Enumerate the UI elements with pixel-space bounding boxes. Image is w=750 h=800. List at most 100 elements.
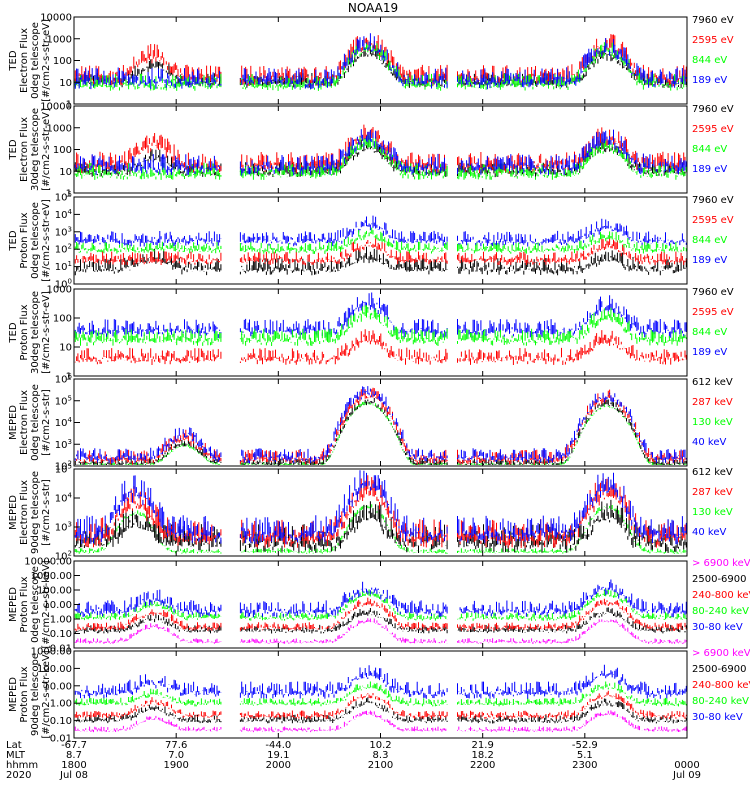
legend-entry: 130 keV <box>692 417 733 428</box>
legend-entry: 240-800 keV <box>692 680 750 691</box>
y-tick-label: 1 <box>66 100 72 111</box>
footer-value: 21.9 <box>472 740 494 751</box>
y-label-line: [#/cm2-s-str-keV] <box>41 560 52 648</box>
y-tick-label: 105 <box>55 463 72 476</box>
y-tick-label: 1000 <box>47 123 72 134</box>
y-tick-label: 1000 <box>47 34 72 45</box>
panel-frame <box>73 378 688 467</box>
y-tick-label: 10.00 <box>43 600 72 611</box>
footer-value: 2100 <box>368 760 393 771</box>
series-1-panel-4 <box>73 329 687 365</box>
legend-entry: 240-800 keV <box>692 590 750 601</box>
legend-entry: 189 eV <box>692 347 727 358</box>
footer-value: Jul 08 <box>59 770 88 781</box>
y-tick-label: 101 <box>55 260 72 273</box>
y-label-line: MEPED <box>8 587 19 622</box>
panel-1: 10000 1000 100 10 1 TED Electron Flux 0deg tele… <box>8 13 734 111</box>
legend-entry: 189 eV <box>692 255 727 266</box>
series-2-panel-2 <box>73 124 687 174</box>
legend-entry: 40 keV <box>692 527 726 538</box>
footer-row-label: 2020 <box>6 770 31 781</box>
y-tick-label: 104 <box>55 208 73 221</box>
footer-value: 2000 <box>266 760 291 771</box>
legend-entry: > 6900 keV <box>692 558 750 569</box>
footer-row-label: hhmm <box>6 760 38 771</box>
series-trace <box>73 227 687 254</box>
y-label-line: 90deg telescope <box>30 653 41 736</box>
y-tick-label: 100 <box>53 56 72 67</box>
legend-entry: 7960 eV <box>692 287 734 298</box>
y-label-line: MEPED <box>8 495 19 530</box>
legend-entry: 2500-6900 <box>692 574 747 585</box>
footer-value: -52.9 <box>572 740 598 751</box>
footer-value: 0000 <box>674 760 699 771</box>
y-tick-label: 10000 <box>40 13 72 24</box>
series-trace <box>73 387 687 465</box>
y-tick-label: 100 <box>53 145 72 156</box>
y-tick-label: 1000.00 <box>31 571 72 582</box>
footer-value: 1900 <box>163 760 188 771</box>
y-tick-label: 105 <box>55 394 72 407</box>
series-trace <box>73 697 687 724</box>
footer-value: 2200 <box>470 760 495 771</box>
footer-value: 5.1 <box>577 750 593 761</box>
y-label-line: TED <box>8 322 19 343</box>
legend-entry: 2595 eV <box>692 35 734 46</box>
series-2-panel-5 <box>73 398 687 465</box>
y-label-line: 30deg telescope <box>30 291 41 374</box>
y-label-line: [#/cm2-s-str-keV] <box>41 650 52 738</box>
legend-entry: 7960 eV <box>692 15 734 26</box>
figure-title: NOAA19 <box>348 1 398 15</box>
y-tick-label: 0.01 <box>50 734 72 745</box>
y-label-line: Electron Flux <box>19 390 30 455</box>
series-2-panel-3 <box>74 238 687 266</box>
y-label-line: 30deg telescope <box>30 108 41 191</box>
series-4-panel-3 <box>73 227 687 254</box>
y-tick-label: 105 <box>55 191 72 204</box>
y-label-line: Proton Flux <box>19 212 30 268</box>
y-label-line: TED <box>8 230 19 251</box>
y-tick-label: 103 <box>55 225 72 238</box>
y-label-line: MEPED <box>8 677 19 712</box>
series-trace <box>73 475 687 548</box>
legend-entry: 844 eV <box>692 144 727 155</box>
series-trace <box>74 607 687 634</box>
y-axis-label: MEPED Electron Flux 90deg telescope [#/cm2-… <box>8 471 52 554</box>
y-tick-label: 1 <box>66 189 72 200</box>
series-3-panel-3 <box>74 215 687 247</box>
legend-entry: 189 eV <box>692 75 727 86</box>
y-label-line: [#/cm2-s-str] <box>41 389 52 456</box>
series-trace <box>73 329 687 365</box>
y-tick-label: 104 <box>55 416 73 429</box>
series-2-panel-8 <box>73 697 687 724</box>
y-label-line: Electron Flux <box>19 117 30 182</box>
y-tick-label: 10000.00 <box>24 557 72 568</box>
panel-4: 1000 100 10 1 TED Proton Flux 30deg telescope[… <box>8 285 734 383</box>
legend-entry: 189 eV <box>692 164 727 175</box>
y-tick-label: 100 <box>53 314 72 325</box>
legend-entry: 80-240 keV <box>692 606 749 617</box>
series-trace <box>73 398 687 465</box>
footer-value: -44.0 <box>265 740 291 751</box>
y-axis-label: MEPED Proton Flux 90deg telescope [#/cm2-s-… <box>8 650 52 738</box>
y-tick-label: 1.00 <box>50 615 72 626</box>
series-trace <box>74 238 687 266</box>
legend-entry: 612 keV <box>692 467 733 478</box>
y-axis-label: MEPED Electron Flux 0deg telescope [#/cm2-s… <box>8 384 52 461</box>
footer-value: 19.1 <box>267 750 289 761</box>
y-tick-label: 10.00 <box>43 681 72 692</box>
y-label-line: [#/cm2-s-str] <box>41 479 52 546</box>
series-trace <box>74 215 687 247</box>
legend-entry: 2595 eV <box>692 307 734 318</box>
y-tick-label: 10 <box>59 343 72 354</box>
y-tick-label: 1.00 <box>50 699 72 710</box>
footer-row-label: Lat <box>6 740 22 751</box>
y-tick-label: 104 <box>55 492 73 505</box>
legend-entry: 40 keV <box>692 437 726 448</box>
legend-entry: 844 eV <box>692 55 727 66</box>
legend-entry: 287 keV <box>692 487 733 498</box>
y-tick-label: 10 <box>59 167 72 178</box>
